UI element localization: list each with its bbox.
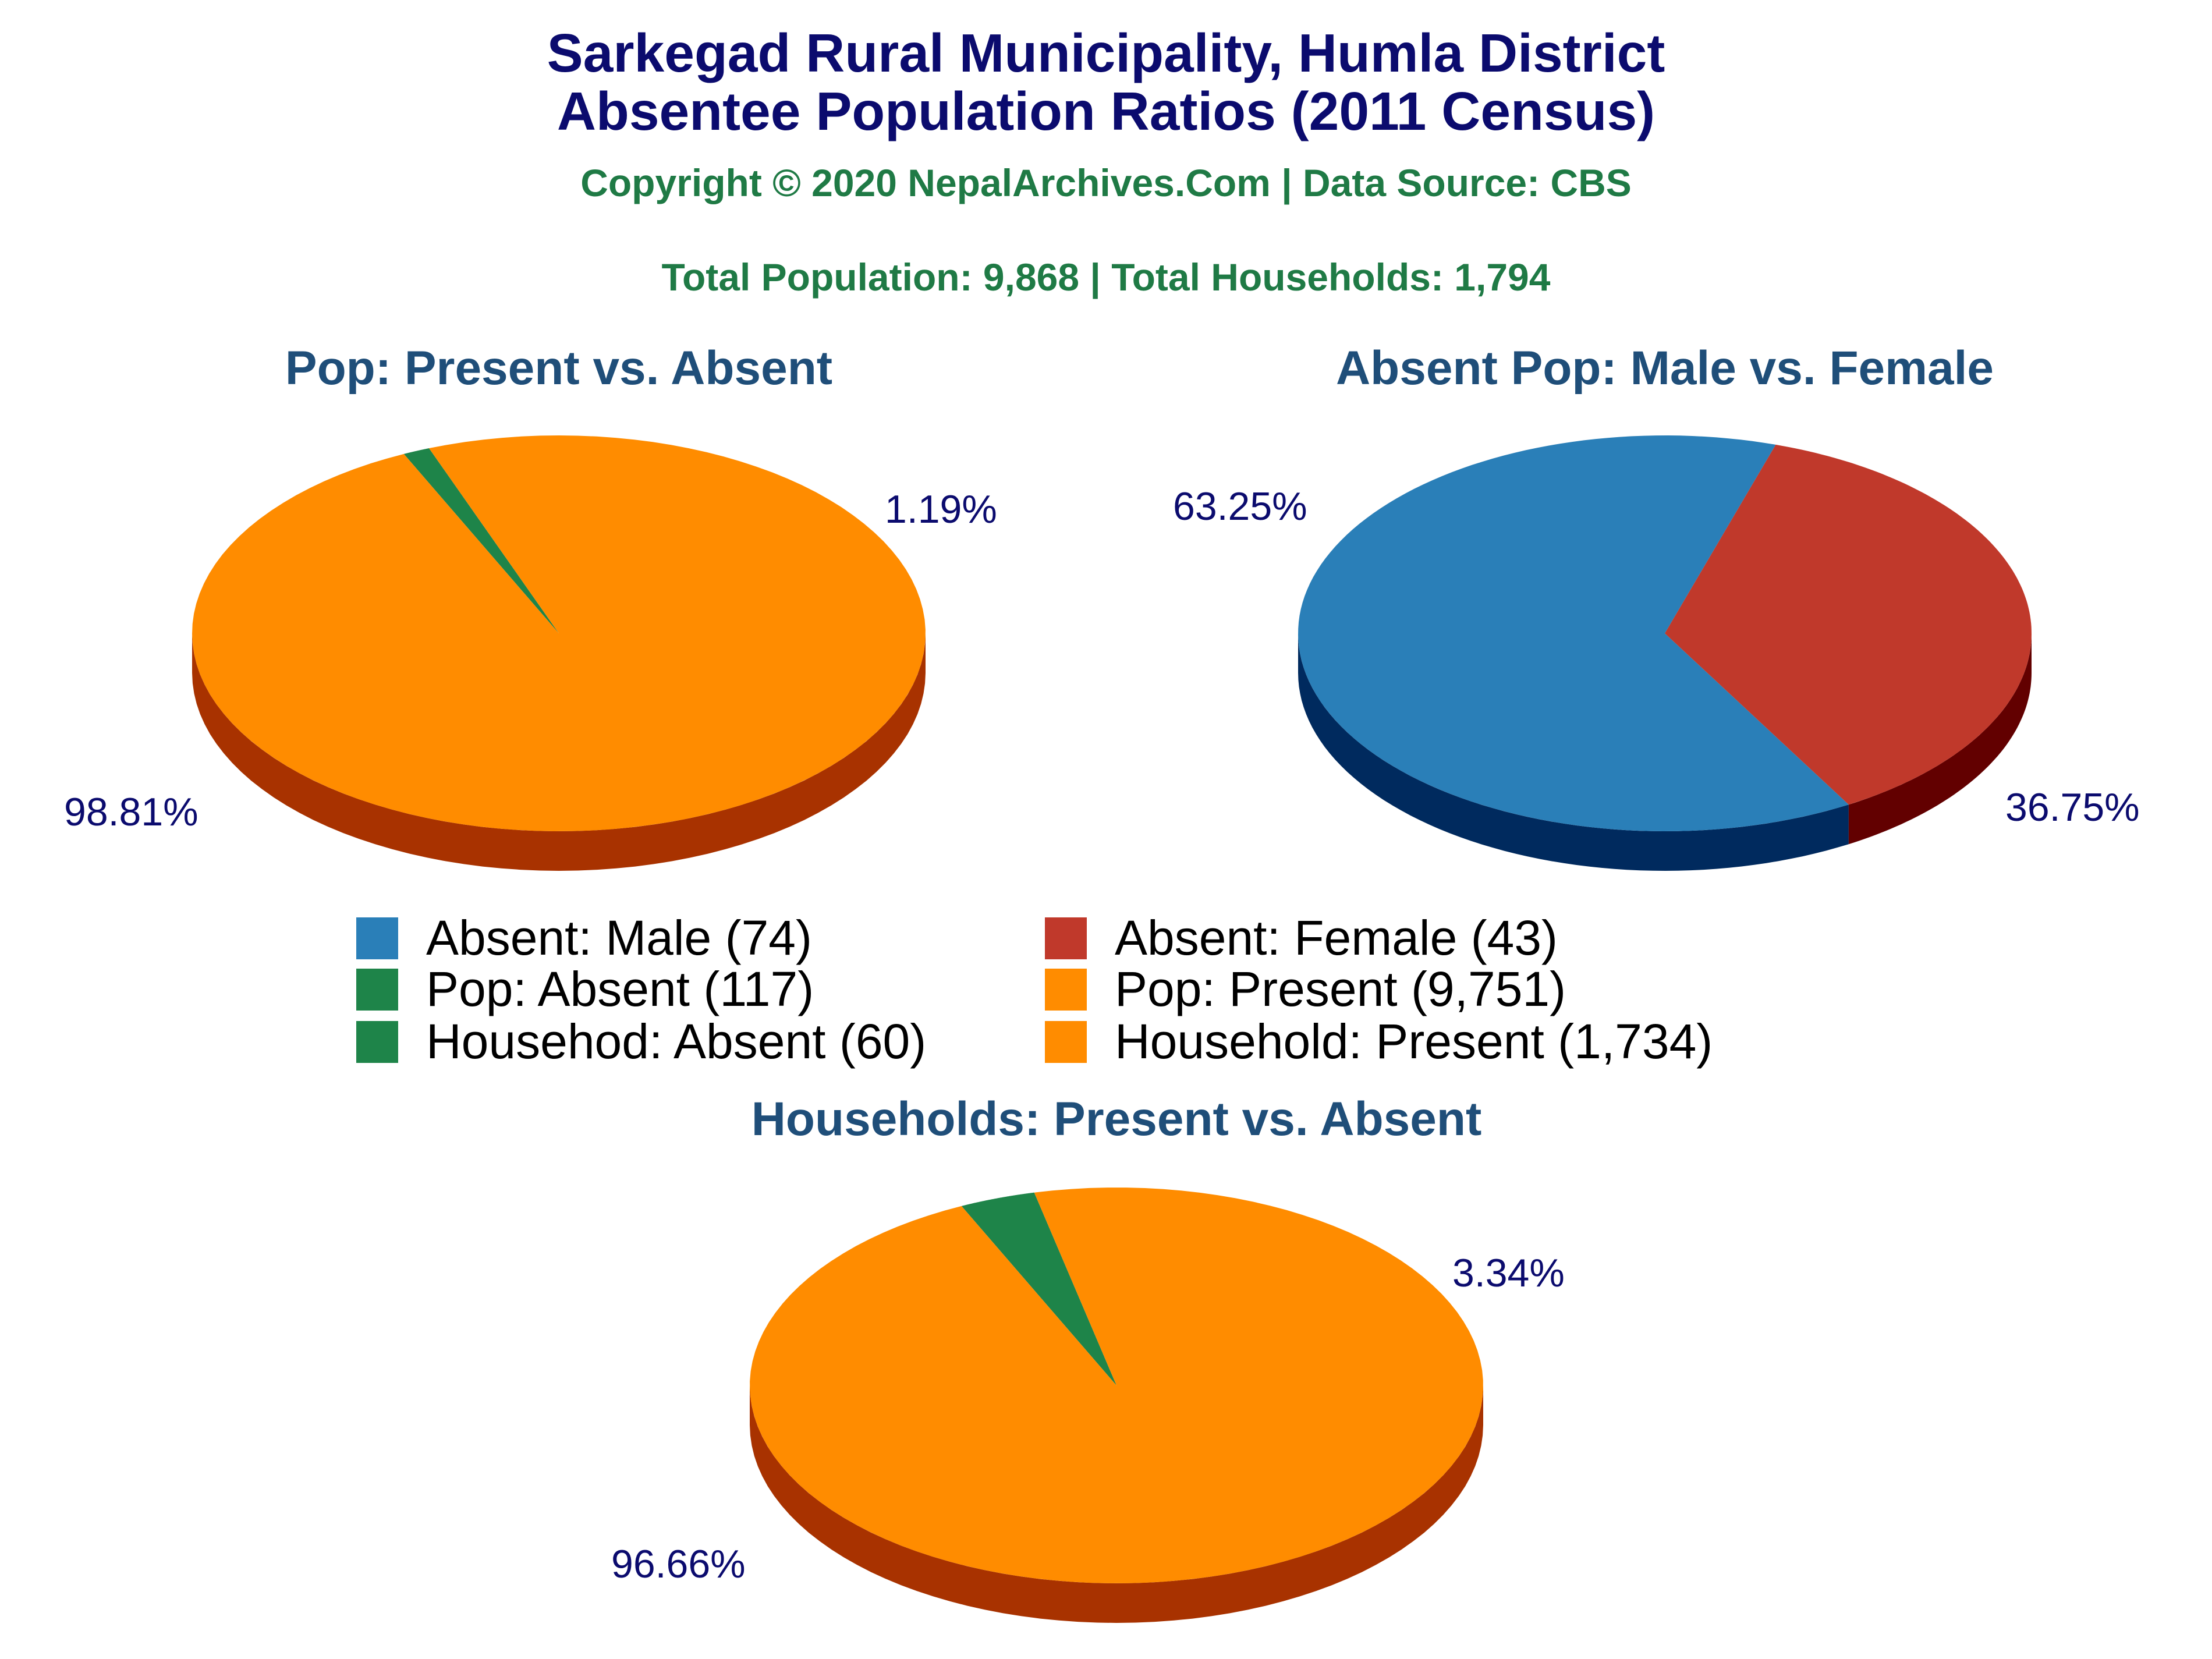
legend-swatch-pop-absent-117 (356, 969, 398, 1011)
pie-label-pop-present: 98.81% (64, 790, 198, 834)
pie-slice-pop-present (192, 435, 926, 831)
legend-label-pop-absent-117: Pop: Absent (117) (426, 962, 814, 1016)
pie-label-household-absent: 3.34% (1452, 1251, 1565, 1295)
pie-label-pop-absent: 1.19% (885, 487, 997, 531)
pie-chart-1-title: Pop: Present vs. Absent (285, 342, 832, 395)
pie-slice-household-present (750, 1187, 1483, 1583)
legend-label-pop-present-9-751: Pop: Present (9,751) (1115, 962, 1566, 1016)
legend-swatch-absent-female-43 (1045, 917, 1087, 959)
pie-chart-3: Households: Present vs. Absent 3.34% 96.66… (611, 1093, 1565, 1623)
legend-label-absent-male-74: Absent: Male (74) (426, 910, 812, 965)
legend-label-househod-absent-60: Househod: Absent (60) (426, 1014, 926, 1069)
legend-swatch-absent-male-74 (356, 917, 398, 959)
pie-side-pop-present (192, 633, 926, 871)
pie-label-household-present: 96.66% (611, 1542, 746, 1586)
legend-swatch-househod-absent-60 (356, 1021, 398, 1063)
legend-label-household-present-1-734: Household: Present (1,734) (1115, 1014, 1713, 1069)
pie-label-absent-female: 36.75% (2005, 785, 2140, 830)
pie-chart-3-title: Households: Present vs. Absent (751, 1093, 1482, 1146)
chart-title-line-2: Absentee Population Ratios (2011 Census) (556, 81, 1656, 141)
totals-text: Total Population: 9,868 | Total Househol… (661, 256, 1551, 299)
pie-side-absent-male (1298, 633, 1849, 871)
legend: Absent: Male (74) Absent: Female (43)Pop:… (356, 910, 1713, 1069)
pie-slice-pop-absent (403, 448, 559, 633)
pie-label-absent-male: 63.25% (1173, 484, 1307, 529)
legend-swatch-household-present-1-734 (1045, 1021, 1087, 1063)
pie-chart-2: Absent Pop: Male vs. Female 63.25% 36.75% (1173, 342, 2140, 871)
legend-swatch-pop-present-9-751 (1045, 969, 1087, 1011)
chart-title-line-1: Sarkegad Rural Municipality, Humla Distr… (547, 23, 1665, 83)
copyright-text: Copyright © 2020 NepalArchives.Com | Dat… (580, 161, 1632, 204)
pie-chart-2-title: Absent Pop: Male vs. Female (1336, 342, 1994, 395)
pie-side-household-present (750, 1385, 1483, 1623)
pie-side-absent-female (1848, 633, 2032, 845)
pie-slice-absent-male (1298, 435, 1849, 831)
pie-slice-absent-female (1665, 444, 2032, 805)
legend-label-absent-female-43: Absent: Female (43) (1115, 910, 1558, 965)
pie-chart-1: Pop: Present vs. Absent 1.19% 98.81% (64, 342, 997, 871)
pie-slice-household-absent (961, 1192, 1116, 1385)
